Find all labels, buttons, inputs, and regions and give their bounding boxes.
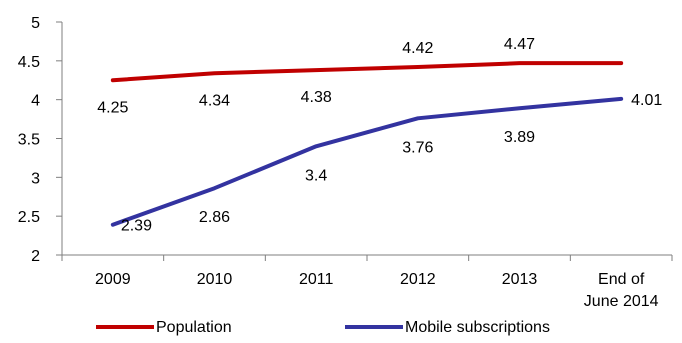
population-data-label: 4.25 [97, 99, 128, 116]
mobile-subscriptions-data-label: 4.01 [631, 92, 662, 109]
y-tick-label: 4.5 [18, 54, 40, 71]
x-tick-label: 2010 [197, 271, 233, 288]
legend-mobile-subscriptions-label: Mobile subscriptions [405, 319, 550, 336]
x-tick-label: 2011 [299, 271, 334, 288]
y-tick-label: 3.5 [18, 132, 40, 149]
population-data-label: 4.38 [301, 89, 332, 106]
y-tick-label: 2.5 [18, 209, 40, 226]
population-data-label: 4.42 [402, 40, 433, 57]
mobile-subscriptions-data-label: 2.86 [199, 209, 230, 226]
series-line-population [110, 61, 624, 83]
y-tick-label: 4 [31, 93, 40, 110]
x-tick-label: 2013 [502, 271, 538, 288]
x-tick-label: 2009 [95, 271, 131, 288]
y-tick-label: 3 [31, 170, 40, 187]
x-tick-label: End of June 2014 [584, 271, 659, 310]
x-tick-label: 2012 [400, 271, 436, 288]
legend: Population Mobile subscriptions [96, 319, 550, 336]
population-data-label: 4.34 [199, 92, 230, 109]
legend-population-label: Population [156, 319, 232, 336]
population-data-label: 4.47 [504, 36, 535, 53]
y-tick-label: 5 [31, 15, 40, 32]
mobile-subscriptions-data-label: 2.39 [121, 218, 152, 235]
data-labels: 4.25 4.34 4.38 4.42 4.47 2.39 2.86 3.4 3.76 3.89 4… [97, 36, 662, 235]
mobile-subscriptions-data-label: 3.76 [402, 139, 433, 156]
y-tick-label: 2 [31, 248, 40, 265]
series-line-mobile-subscriptions [110, 96, 624, 227]
axes: 2 2.5 3 3.5 4 4.5 5 2009 2010 2011 2012 2013 End of J… [18, 15, 673, 310]
series-lines [110, 61, 624, 227]
mobile-subscriptions-data-label: 3.89 [504, 129, 535, 146]
mobile-subscriptions-data-label: 3.4 [305, 167, 327, 184]
